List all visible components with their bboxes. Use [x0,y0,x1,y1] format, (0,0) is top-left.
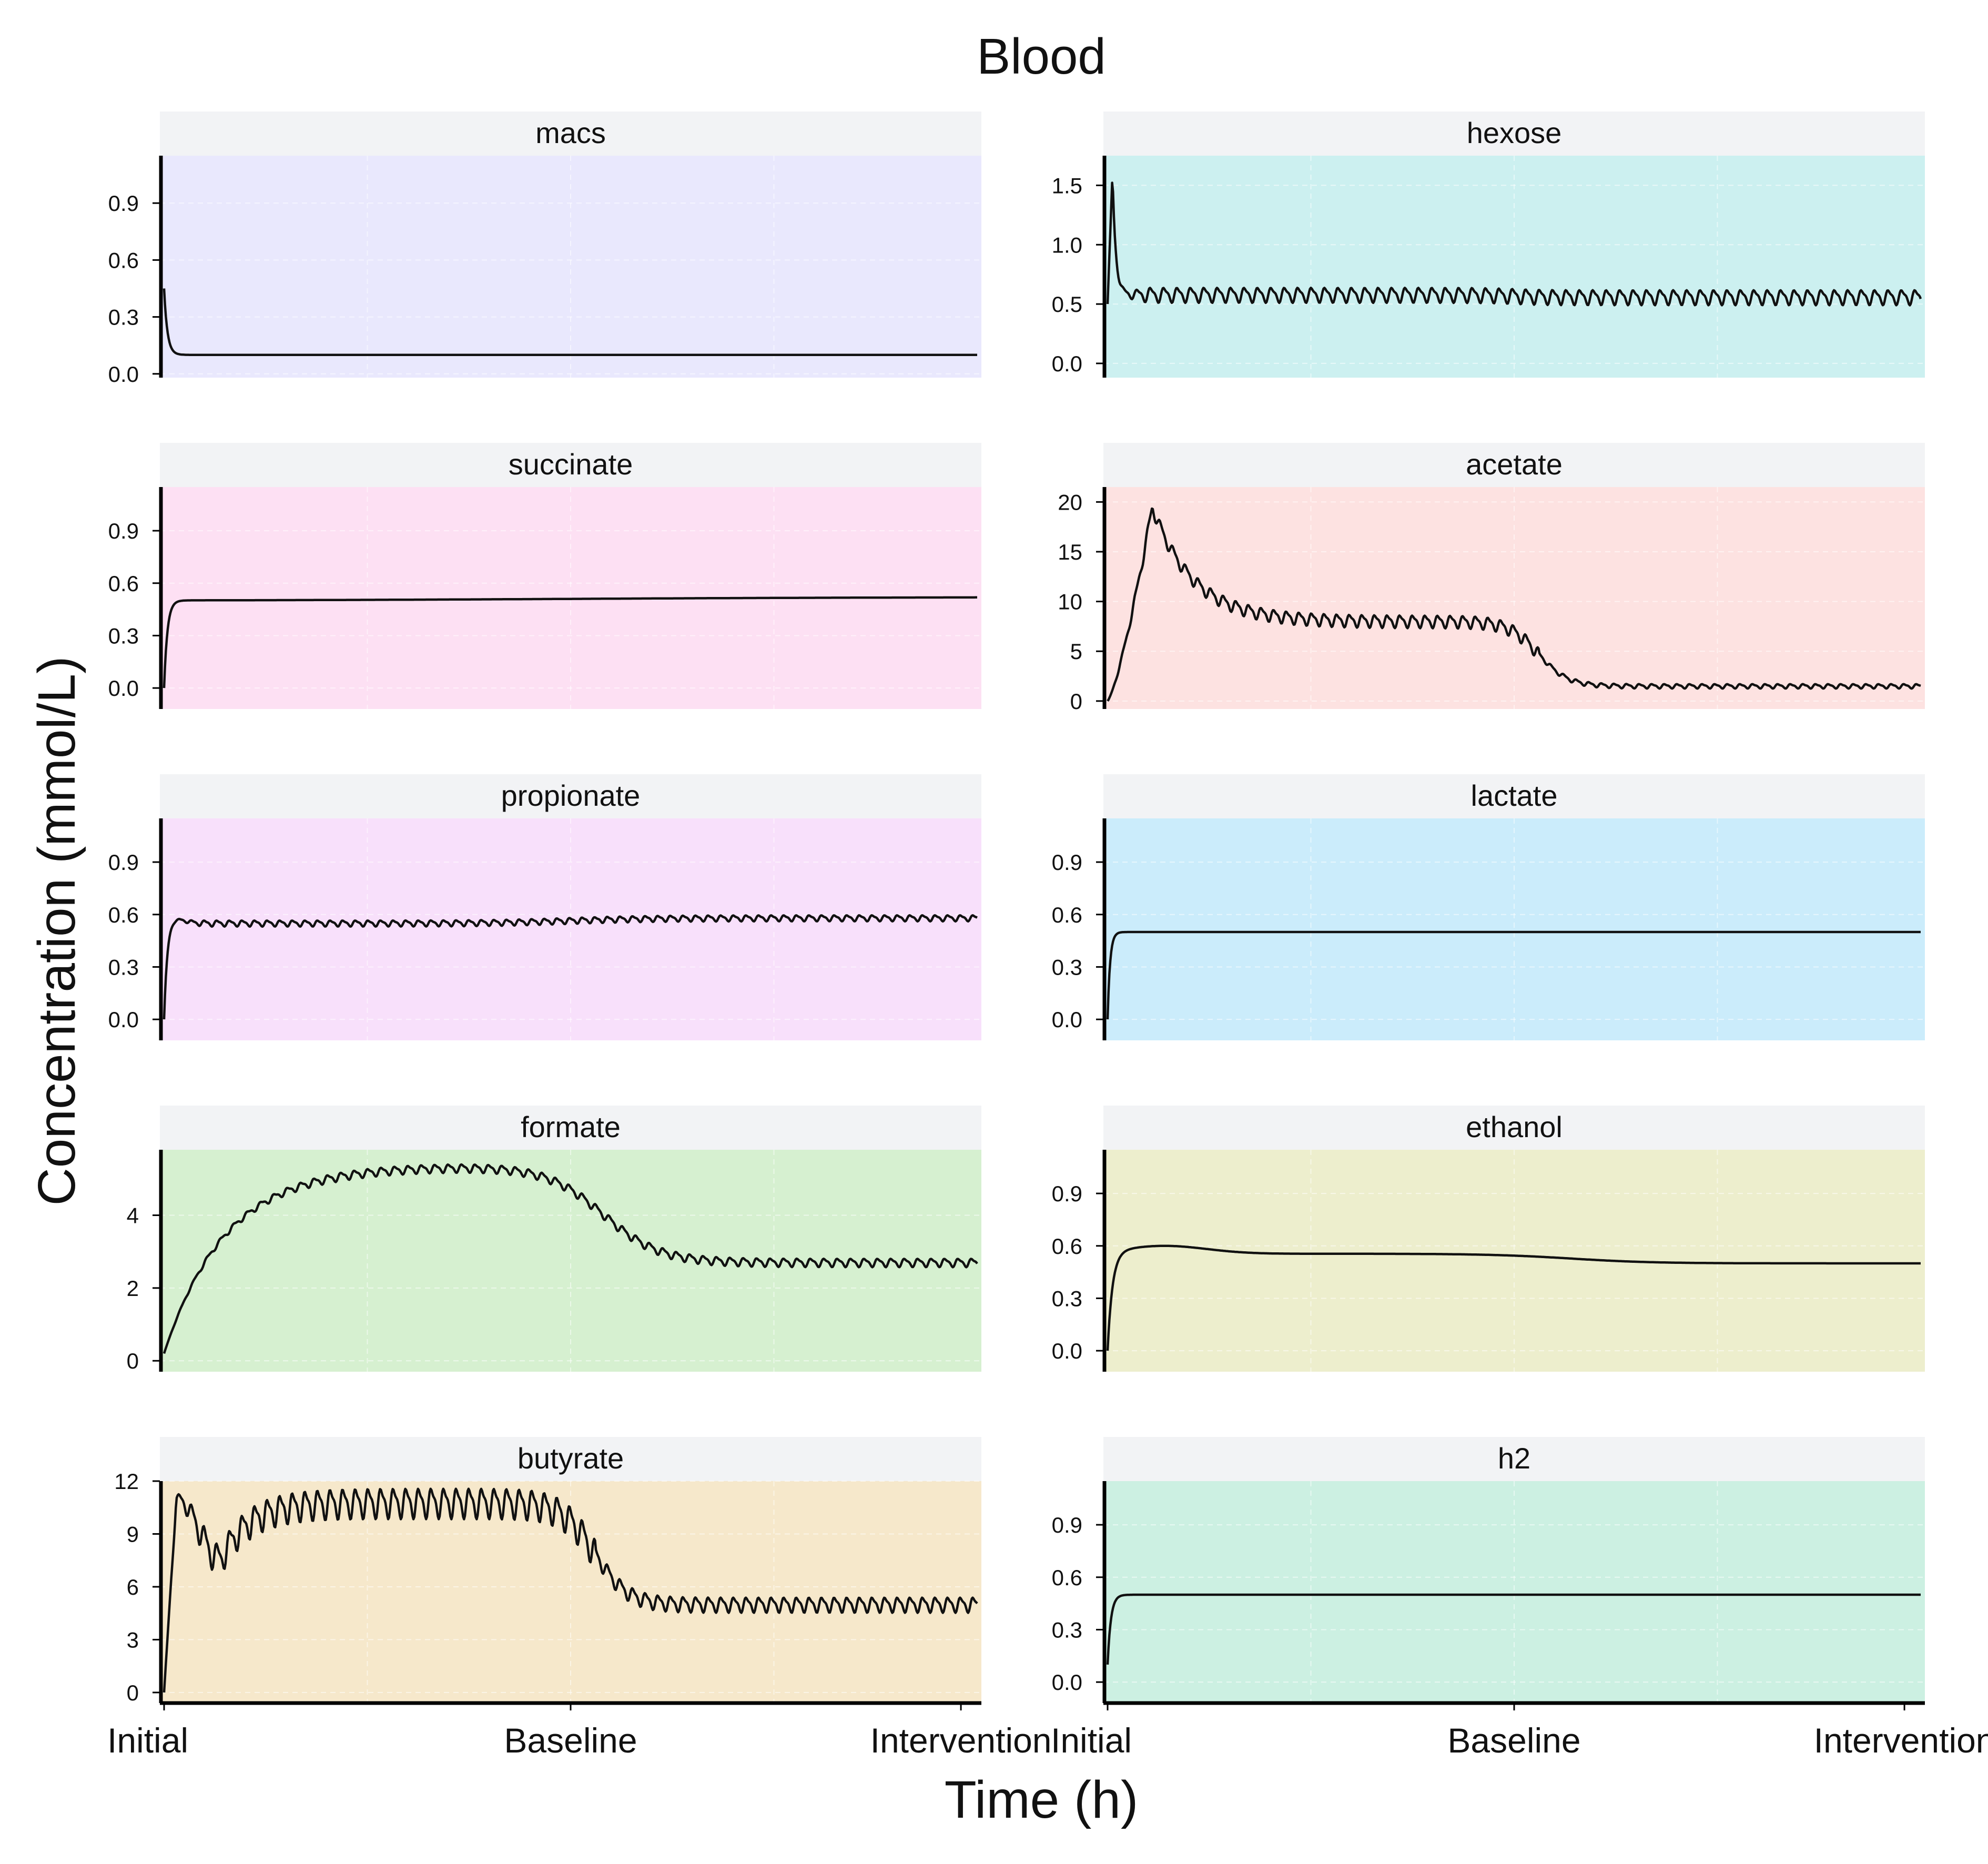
y-tick-label: 0.0 [108,676,139,701]
y-tick-label: 3 [127,1627,139,1652]
y-tick-label: 12 [114,1469,139,1494]
y-tick-label: 0.0 [1052,1339,1082,1363]
series-line-butyrate [163,1487,978,1693]
panel-strip [1103,774,1925,818]
y-tick-label: 0.3 [1052,955,1082,979]
y-tick-label: 0 [1070,689,1082,714]
panel-strip [1103,1437,1925,1481]
series-line-ethanol [1106,1244,1921,1351]
y-tick-label: 0.9 [1052,850,1082,875]
panel-strip [160,774,981,818]
y-tick-label: 5 [1070,639,1082,664]
y-tick-label: 0.0 [108,1007,139,1032]
y-tick-label: 4 [127,1203,139,1228]
y-tick-label: 0.3 [1052,1617,1082,1642]
y-tick-label: 0.0 [1052,1007,1082,1032]
panel-acetate: acetate 0 5 10 15 20 [1058,443,1925,714]
panel-strip [1103,443,1925,487]
y-tick-label: 0 [127,1349,139,1373]
panel-formate: formate 0 2 4 [127,1106,981,1373]
x-tick-label: Initial [107,1721,188,1760]
series-line-succinate [163,596,978,688]
y-tick-label: 0.9 [108,191,139,216]
panel-propionate: propionate 0.0 0.3 0.6 0.9 [108,774,981,1040]
y-tick-label: 0.6 [1052,1234,1082,1259]
series-line-h2 [1106,1593,1921,1665]
panel-title: ethanol [1466,1110,1563,1143]
panel-succinate: succinate 0.0 0.3 0.6 0.9 [108,443,981,709]
panel-title: acetate [1466,448,1563,481]
y-tick-label: 0.0 [1052,1670,1082,1695]
y-tick-label: 0.0 [1052,351,1082,376]
series-line-formate [163,1163,978,1354]
y-tick-label: 1.0 [1052,232,1082,257]
panel-ethanol: ethanol 0.0 0.3 0.6 0.9 [1052,1106,1925,1372]
y-tick-label: 0.5 [1052,292,1082,317]
y-tick-label: 1.5 [1052,173,1082,198]
panel-macs: macs 0.0 0.3 0.6 0.9 [108,112,981,387]
figure-title: Blood [977,28,1106,85]
y-tick-label: 6 [127,1575,139,1599]
panel-h2: h2 0.0 0.3 0.6 0.9 [1052,1437,1925,1705]
series-line-hexose [1106,181,1922,307]
panel-title: succinate [509,448,633,481]
x-tick-label: Intervention [1814,1721,1988,1760]
series-line-propionate [163,914,978,1020]
y-tick-label: 0.6 [108,248,139,272]
panel-strip [1103,1106,1925,1150]
panel-strip [1103,112,1925,156]
y-tick-label: 0.3 [108,955,139,979]
y-tick-label: 0.9 [1052,1513,1082,1537]
y-tick-label: 0.0 [108,362,139,387]
y-tick-label: 0 [127,1680,139,1705]
y-tick-label: 0.6 [108,903,139,927]
y-tick-label: 10 [1058,590,1082,614]
panel-strip [160,112,981,156]
panel-title: lactate [1471,779,1558,812]
panel-title: butyrate [518,1442,624,1475]
y-tick-label: 9 [127,1522,139,1546]
x-tick-label: Intervention [870,1721,1052,1760]
x-axis-title: Time (h) [945,1770,1139,1829]
x-tick-label: Baseline [504,1721,637,1760]
panels: macs 0.0 0.3 0.6 0.9 hexose 0.0 0.5 1.0 1.5 succin… [108,112,1925,1705]
y-tick-label: 0.6 [1052,1565,1082,1590]
x-tick-label: Baseline [1447,1721,1580,1760]
y-tick-label: 0.3 [108,623,139,648]
panel-lactate: lactate 0.0 0.3 0.6 0.9 [1052,774,1925,1040]
panel-strip [160,1106,981,1150]
y-tick-label: 2 [127,1276,139,1301]
panel-title: h2 [1498,1442,1530,1475]
y-tick-label: 0.9 [1052,1181,1082,1206]
panel-strip [160,443,981,487]
y-tick-label: 15 [1058,540,1082,564]
y-tick-label: 20 [1058,490,1082,514]
panel-title: propionate [501,779,641,812]
y-tick-label: 0.9 [108,850,139,875]
panel-strip [160,1437,981,1481]
y-tick-label: 0.6 [108,571,139,596]
y-axis-title: Concentration (mmol/L) [27,656,86,1206]
x-tick-label: Initial [1051,1721,1132,1760]
series-line-lactate [1106,930,1921,1020]
series-line-acetate [1107,507,1921,702]
panel-hexose: hexose 0.0 0.5 1.0 1.5 [1052,112,1925,378]
series-line-macs [163,288,978,356]
panel-title: hexose [1467,116,1562,149]
y-tick-label: 0.3 [1052,1286,1082,1311]
y-tick-label: 0.6 [1052,903,1082,927]
panel-title: formate [521,1110,621,1143]
y-tick-label: 0.9 [108,519,139,543]
panel-butyrate: butyrate 0 3 6 9 12 [114,1437,981,1705]
panel-title: macs [535,116,606,149]
y-tick-label: 0.3 [108,305,139,330]
